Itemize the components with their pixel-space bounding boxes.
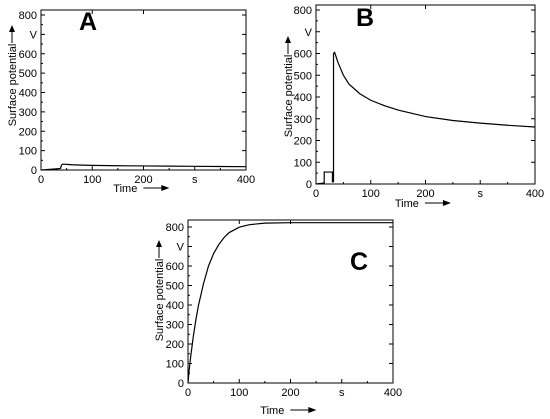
panel-label-B: B	[356, 4, 374, 32]
x-axis-label: Time	[395, 198, 419, 210]
y-tick-label: 800	[294, 5, 312, 17]
x-tick-label: 400	[384, 387, 402, 399]
panel-B: 0 100 200 300 400 500 600 800 0 100 200 400 s V Surfac…	[283, 4, 544, 210]
plot-frame	[315, 4, 536, 185]
y-axis-label: Surface potential	[283, 55, 295, 138]
y-tick-label: 0	[306, 179, 312, 191]
y-tick-label: 300	[19, 107, 37, 119]
y-tick-label: 200	[294, 136, 312, 148]
y-tick-label: 100	[166, 359, 184, 371]
panel-A: 0 100 200 300 400 500 600 800 0 100 200 400 s V Surfac…	[7, 8, 255, 195]
y-tick-label: 500	[166, 281, 184, 293]
y-tick-label: 600	[19, 49, 37, 61]
series-line	[40, 163, 247, 171]
x-tick-label: 400	[526, 188, 544, 200]
x-tick-label: 400	[237, 174, 255, 186]
y-tick-label: 800	[166, 222, 184, 234]
y-tick-label: 100	[19, 146, 37, 158]
x-axis-arrowhead	[442, 200, 451, 206]
x-tick-label: 100	[83, 174, 101, 186]
y-tick-label: 500	[19, 68, 37, 80]
x-tick-label: 100	[230, 387, 248, 399]
y-tick-label: 200	[19, 126, 37, 138]
series-line	[315, 51, 536, 185]
y-axis-arrowhead	[156, 240, 162, 247]
y-tick-label: 600	[166, 261, 184, 273]
panel-C: 0 100 200 300 400 500 600 800 0 100 200 400 s V Surfac…	[154, 219, 402, 417]
y-tick-label: 500	[294, 70, 312, 82]
x-unit-label: s	[192, 174, 198, 186]
x-tick-label: 200	[134, 174, 152, 186]
x-axis-label: Time	[260, 405, 284, 417]
x-tick-label: 200	[416, 188, 434, 200]
panel-label-A: A	[79, 8, 97, 36]
y-tick-label: 600	[294, 49, 312, 61]
y-axis-arrowhead	[9, 25, 15, 32]
y-tick-label: 300	[166, 320, 184, 332]
x-tick-label: 0	[185, 387, 191, 399]
y-axis-label: Surface potential	[154, 259, 166, 342]
y-unit-label: V	[305, 27, 313, 39]
y-tick-label: 0	[31, 165, 37, 177]
y-tick-label: 100	[294, 157, 312, 169]
x-tick-label: 0	[313, 188, 319, 200]
y-tick-label: 0	[178, 378, 184, 390]
x-axis-arrowhead	[161, 185, 170, 191]
x-tick-label: 0	[38, 174, 44, 186]
y-axis-label: Surface potential	[7, 44, 19, 127]
x-tick-label: 200	[281, 387, 299, 399]
y-axis-arrowhead	[285, 36, 291, 43]
x-unit-label: s	[339, 387, 345, 399]
x-unit-label: s	[478, 188, 484, 200]
panel-label-C: C	[350, 248, 368, 276]
x-axis-arrowhead	[308, 407, 317, 413]
x-tick-label: 100	[362, 188, 380, 200]
y-tick-label: 300	[294, 114, 312, 126]
y-tick-label: 200	[166, 339, 184, 351]
series-line	[187, 222, 393, 384]
plot-frame	[40, 9, 247, 171]
y-tick-label: 400	[166, 300, 184, 312]
y-unit-label: V	[30, 29, 38, 41]
y-unit-label: V	[177, 242, 185, 254]
x-axis-label: Time	[113, 183, 137, 195]
y-tick-label: 400	[294, 92, 312, 104]
y-tick-label: 800	[19, 10, 37, 22]
y-tick-label: 400	[19, 88, 37, 100]
